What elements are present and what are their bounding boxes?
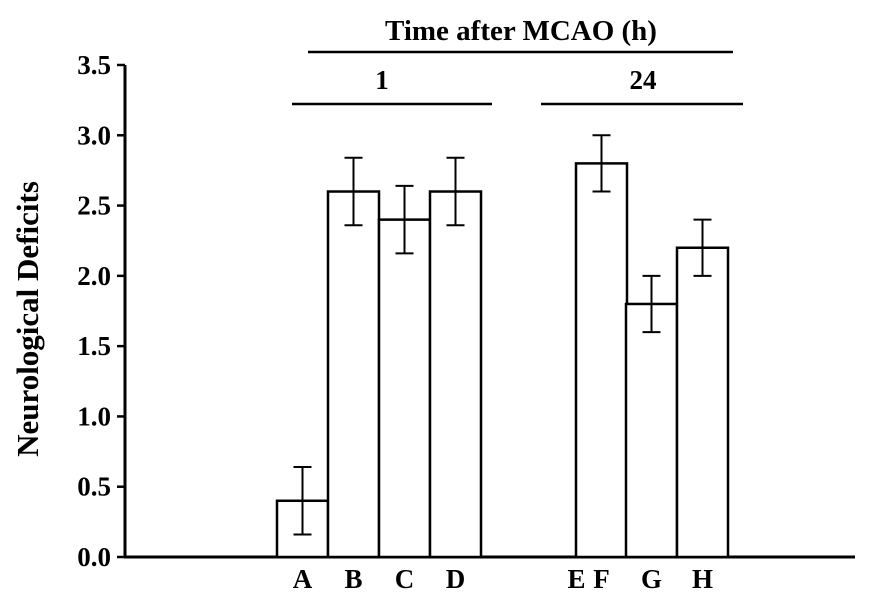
time-groups: 1 24 — [292, 65, 743, 106]
y-tick-label: 2.0 — [77, 261, 111, 291]
bar-C — [377, 218, 432, 559]
x-tick-label-H: H — [692, 564, 713, 594]
x-tick-label-A: A — [293, 564, 313, 594]
bar-H — [675, 246, 730, 559]
bars — [275, 134, 730, 559]
x-tick-label-D: D — [446, 564, 466, 594]
y-tick-label: 3.5 — [77, 50, 111, 80]
x-tick-label-E: E — [567, 564, 585, 594]
group-label-1: 1 — [375, 65, 389, 95]
y-tick-label: 2.5 — [77, 191, 111, 221]
bar-B — [326, 190, 381, 559]
y-ticks: 0.0 0.5 1.0 1.5 2.0 2.5 3.0 3.5 — [77, 50, 125, 572]
bar-F — [574, 162, 629, 559]
y-tick-label: 0.0 — [77, 542, 111, 572]
y-tick-label: 3.0 — [77, 120, 111, 150]
bar-G — [624, 302, 679, 559]
y-tick-label: 0.5 — [77, 472, 111, 502]
y-tick-label: 1.5 — [77, 331, 111, 361]
axes — [123, 65, 855, 559]
time-after-mcao-label: Time after MCAO (h) — [385, 15, 657, 47]
x-tick-label-B: B — [344, 564, 362, 594]
bar-D — [428, 190, 483, 559]
y-tick-label: 1.0 — [77, 401, 111, 431]
x-tick-label-F: F — [593, 564, 610, 594]
y-axis-label: Neurological Deficits — [10, 181, 45, 457]
group-header: Time after MCAO (h) — [308, 15, 733, 54]
group-label-24: 24 — [630, 65, 657, 95]
x-tick-label-G: G — [641, 564, 662, 594]
x-tick-label-C: C — [395, 564, 415, 594]
